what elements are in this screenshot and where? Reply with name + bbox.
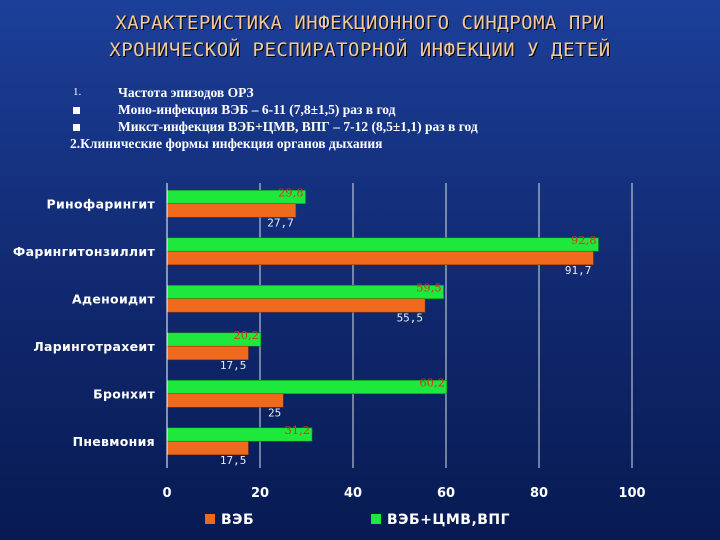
category-label: Аденоидит — [72, 291, 155, 306]
info-item-2: 2.Клинические формы инфекция органов дых… — [70, 135, 690, 152]
category-label: Ларинготрахеит — [33, 339, 155, 354]
x-tick-label: 100 — [618, 486, 645, 501]
bar-series1 — [166, 440, 249, 456]
data-label-series2: 31,2 — [284, 423, 310, 437]
data-label-series2: 60,2 — [419, 375, 445, 389]
data-label-series1: 17,5 — [220, 454, 247, 467]
info-item-1: 1. Частота эпизодов ОРЗ — [70, 84, 690, 101]
legend-swatch-series2 — [371, 514, 381, 524]
bar-series1 — [166, 298, 426, 313]
bar-series2 — [166, 379, 448, 395]
bar-series2 — [166, 284, 444, 300]
item-2-text: 2.Клинические формы инфекция органов дых… — [70, 136, 383, 151]
square-bullet-icon — [73, 107, 80, 114]
bar-series1 — [166, 393, 284, 408]
slide-title: ХАРАКТЕРИСТИКА ИНФЕКЦИОННОГО СИНДРОМА ПР… — [0, 10, 720, 64]
data-label-series1: 25 — [268, 406, 281, 419]
title-line-1: ХАРАКТЕРИСТИКА ИНФЕКЦИОННОГО СИНДРОМА ПР… — [115, 12, 605, 34]
x-tick-label: 40 — [344, 486, 362, 501]
bar-series1 — [166, 345, 249, 361]
data-label-series1: 91,7 — [565, 264, 592, 277]
data-label-series2: 92,8 — [571, 233, 597, 247]
category-label: Ринофарингит — [47, 196, 156, 211]
legend-swatch-series1 — [205, 514, 215, 524]
data-label-series1: 17,5 — [220, 359, 247, 372]
info-bullet-1: Моно-инфекция ВЭБ – 6-11 (7,8±1,5) раз в… — [70, 101, 690, 118]
data-label-series2: 29,8 — [278, 185, 304, 199]
x-tick-label: 60 — [437, 486, 455, 501]
data-label-series1: 55,5 — [397, 311, 424, 324]
bullet-1-text: Моно-инфекция ВЭБ – 6-11 (7,8±1,5) раз в… — [118, 102, 396, 117]
info-list: 1. Частота эпизодов ОРЗ Моно-инфекция ВЭ… — [70, 84, 690, 152]
x-tick-label: 0 — [162, 486, 171, 501]
x-tick-label: 80 — [530, 486, 548, 501]
title-line-2: ХРОНИЧЕСКОЙ РЕСПИРАТОРНОЙ ИНФЕКЦИИ У ДЕТ… — [109, 39, 611, 61]
category-label: Бронхит — [93, 386, 155, 401]
item-number-marker: 1. — [73, 86, 82, 98]
bar-series1 — [166, 203, 297, 218]
data-label-series1: 27,7 — [267, 216, 294, 229]
bar-series2 — [166, 237, 599, 252]
category-label: Фарингитонзиллит — [13, 244, 156, 259]
bar-series1 — [166, 250, 594, 266]
data-label-series2: 20,2 — [233, 328, 259, 342]
x-tick-label: 20 — [251, 486, 269, 501]
legend-label-series1: ВЭБ — [221, 512, 254, 528]
legend-label-series2: ВЭБ+ЦМВ,ВПГ — [387, 512, 510, 528]
category-label: Пневмония — [73, 434, 155, 449]
square-bullet-icon — [73, 124, 80, 131]
info-bullet-2: Микст-инфекция ВЭБ+ЦМВ, ВПГ – 7-12 (8,5±… — [70, 118, 690, 135]
item-1-text: Частота эпизодов ОРЗ — [118, 85, 254, 100]
bullet-2-text: Микст-инфекция ВЭБ+ЦМВ, ВПГ – 7-12 (8,5±… — [118, 119, 478, 134]
data-label-series2: 59,5 — [416, 280, 442, 294]
